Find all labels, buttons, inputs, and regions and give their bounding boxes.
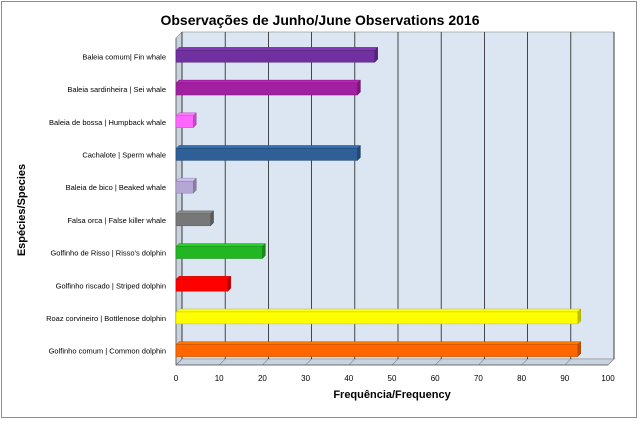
y-category-label: Falsa orca | False killer whale (67, 216, 166, 225)
gridline-floor (348, 358, 356, 366)
bar-top (175, 276, 232, 280)
bar (175, 246, 263, 259)
y-category-label: Golfinho de Risso | Risso's dolphin (50, 249, 166, 258)
y-category-label: Baleia de bico | Beaked whale (66, 183, 166, 192)
x-tick-label: 80 (517, 374, 526, 383)
bar-top (175, 145, 361, 149)
gridline-floor (218, 358, 226, 366)
bar-top (175, 47, 379, 51)
x-axis-label: Frequência/Frequency (333, 389, 451, 401)
gridline-floor (564, 358, 572, 366)
gridline-floor (607, 358, 615, 366)
x-tick-label: 90 (560, 374, 569, 383)
gridline-floor (391, 358, 399, 366)
x-tick-label: 10 (215, 374, 224, 383)
y-category-label: Roaz corvineiro | Bottlenose dolphin (46, 314, 166, 323)
gridline-floor (434, 358, 442, 366)
x-tick-label: 70 (474, 374, 483, 383)
bar (175, 213, 211, 227)
x-tick-label: 20 (258, 374, 267, 383)
bar (175, 344, 578, 357)
bar-top (175, 341, 582, 345)
chart-title: Observações de Junho/June Observations 2… (160, 12, 480, 28)
bar (175, 148, 358, 161)
x-tick-label: 50 (388, 374, 397, 383)
bar-top (175, 308, 582, 313)
bar-top (175, 79, 361, 84)
bar (175, 50, 375, 63)
x-tick-label: 30 (301, 374, 310, 383)
bar (175, 180, 194, 194)
bar-top (175, 210, 215, 215)
x-tick-label: 0 (174, 374, 179, 383)
gridline-floor (262, 358, 269, 366)
y-category-label: Baleia sardinheira | Sei whale (67, 85, 166, 94)
gridline-floor (305, 358, 312, 366)
bar (175, 82, 358, 96)
bar (175, 115, 194, 128)
bar-top (175, 177, 197, 182)
bar (175, 311, 578, 325)
y-category-label: Baleia de bossa | Humpback whale (49, 118, 166, 127)
gridline-floor (478, 358, 485, 366)
gridline-floor (521, 358, 528, 366)
x-tick-label: 100 (601, 374, 615, 383)
y-category-label: Golfinho comum | Common dolphin (49, 347, 166, 356)
bar (175, 279, 229, 292)
y-category-label: Golfinho riscado | Striped dolphin (56, 281, 166, 290)
x-tick-label: 40 (344, 374, 353, 383)
bar-top (175, 243, 266, 247)
x-tick-label: 60 (431, 374, 440, 383)
y-category-label: Baleia comum| Fin whale (82, 52, 166, 61)
y-category-label: Cachalote | Sperm whale (82, 150, 166, 159)
gridline-floor (175, 358, 183, 366)
bar-top (175, 112, 197, 116)
